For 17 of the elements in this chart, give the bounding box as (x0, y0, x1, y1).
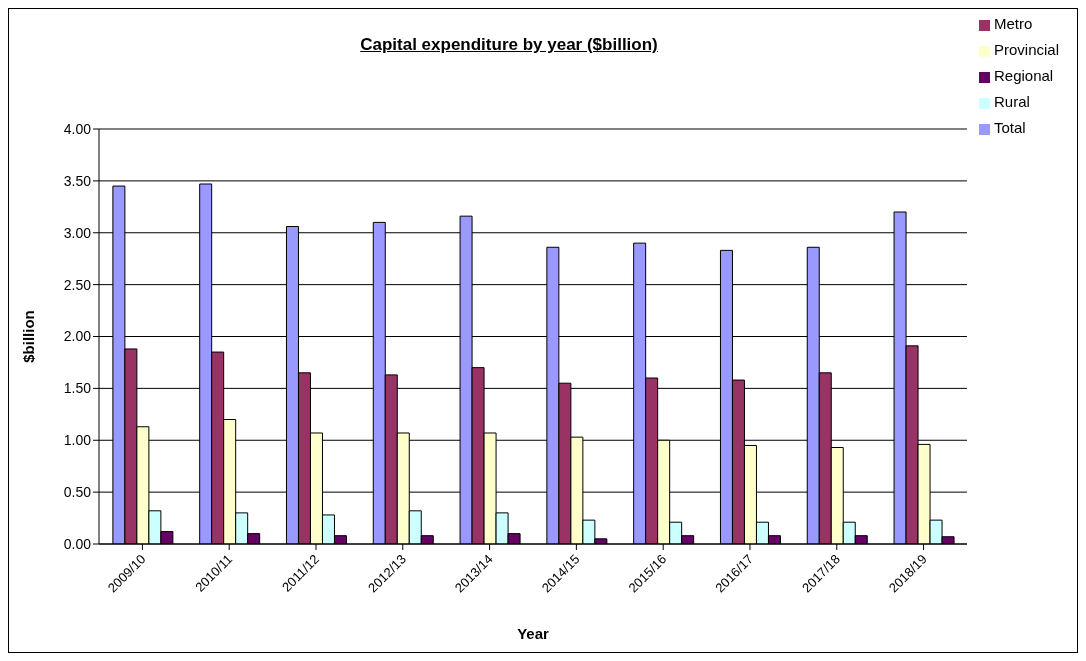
y-axis-title: $billion (20, 310, 38, 363)
legend-label: Metro (993, 15, 1033, 32)
y-tick-label: 3.00 (63, 224, 92, 241)
y-tick-label: 2.00 (63, 328, 92, 345)
x-axis-title: Year (517, 625, 549, 642)
y-tick-label: 1.50 (63, 380, 92, 397)
y-tick-label: 1.00 (63, 432, 92, 449)
y-tick-label: 3.50 (63, 172, 92, 189)
y-tick-label: 0.00 (63, 535, 92, 552)
y-tick-label: 0.50 (63, 484, 92, 501)
legend-label: Rural (993, 93, 1030, 110)
y-tick-label: 4.00 (63, 120, 92, 137)
chart-title: Capital expenditure by year ($billion) (360, 35, 658, 54)
legend-label: Provincial (993, 41, 1059, 58)
y-tick-label: 2.50 (63, 276, 92, 293)
legend-label: Regional (993, 67, 1054, 84)
legend-label: Total (993, 119, 1026, 136)
